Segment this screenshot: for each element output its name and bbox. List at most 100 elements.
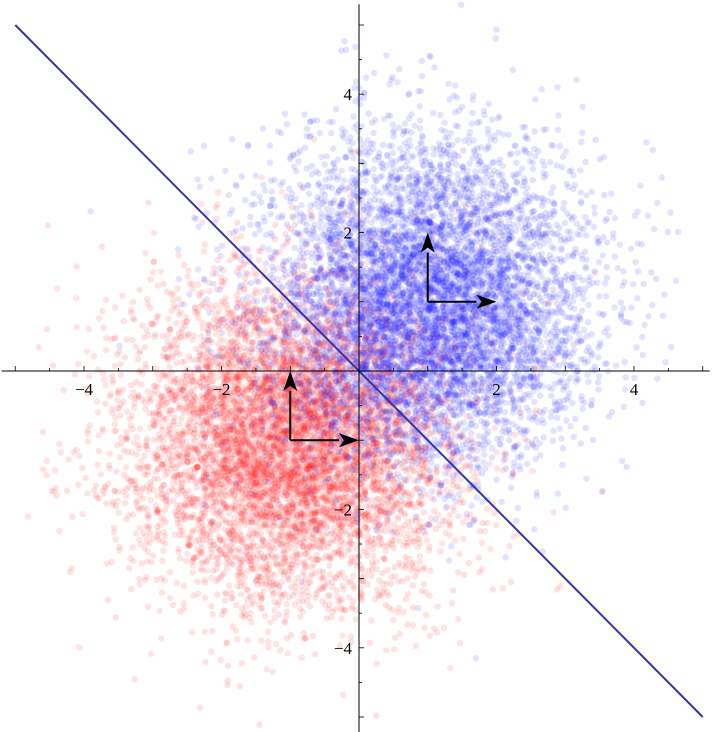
data-point [212, 425, 219, 432]
data-point [219, 431, 226, 438]
data-point [201, 492, 208, 499]
data-point [320, 492, 328, 500]
data-point [153, 365, 160, 372]
data-point [254, 395, 261, 403]
data-point [460, 434, 467, 442]
data-point [122, 464, 130, 471]
data-point [335, 240, 342, 248]
data-point [329, 462, 337, 469]
data-point [147, 497, 154, 504]
data-point [283, 601, 290, 608]
data-point [283, 445, 290, 453]
data-point [412, 642, 419, 649]
data-point [532, 410, 539, 417]
data-point [198, 342, 205, 349]
data-point [198, 559, 205, 567]
data-point [177, 309, 185, 316]
data-point [370, 408, 377, 415]
data-point [117, 412, 124, 419]
data-point [378, 479, 385, 486]
data-point [442, 517, 449, 524]
data-point [280, 547, 287, 554]
data-point [217, 353, 224, 360]
data-point [129, 425, 136, 433]
data-point [493, 465, 501, 472]
data-point [323, 419, 331, 426]
data-point [248, 443, 255, 450]
data-point [258, 423, 265, 430]
data-point [385, 592, 392, 600]
data-point [264, 402, 271, 409]
data-point [180, 582, 188, 590]
data-point [210, 481, 217, 489]
data-point [292, 457, 300, 464]
data-point [387, 497, 395, 504]
data-point [224, 452, 231, 459]
data-point [224, 305, 231, 312]
data-point [214, 189, 222, 196]
data-point [123, 428, 130, 435]
data-point [304, 401, 311, 408]
data-point [161, 507, 168, 514]
data-point [309, 364, 317, 371]
data-point [278, 593, 285, 600]
data-point [383, 516, 391, 524]
data-point [173, 375, 180, 383]
data-point [260, 588, 267, 595]
data-point [114, 405, 122, 412]
data-point [226, 325, 233, 333]
data-point [450, 507, 458, 514]
data-point [265, 644, 272, 651]
data-point [269, 544, 277, 551]
data-point [309, 472, 316, 479]
data-point [98, 243, 106, 250]
data-point [218, 490, 225, 497]
data-point [418, 397, 425, 404]
data-point [161, 346, 169, 353]
data-point [300, 537, 307, 544]
data-point [241, 453, 248, 460]
data-point [288, 583, 295, 591]
data-point [218, 274, 225, 281]
data-point [422, 611, 430, 619]
data-point [215, 319, 223, 326]
data-point [240, 517, 248, 525]
data-point [160, 529, 167, 536]
data-point [326, 592, 333, 600]
data-point [300, 425, 307, 432]
data-point [138, 505, 145, 512]
data-point [237, 548, 244, 556]
data-point [363, 341, 370, 349]
data-point [198, 549, 205, 556]
data-point [210, 429, 217, 436]
data-point [535, 363, 542, 371]
data-point [373, 660, 381, 667]
data-point [197, 351, 205, 358]
data-point [309, 389, 316, 396]
data-point [298, 377, 305, 384]
data-point [323, 345, 330, 352]
data-point [269, 485, 277, 493]
data-point [190, 555, 197, 562]
data-point [417, 540, 424, 547]
data-point [291, 522, 298, 529]
data-point [448, 489, 455, 496]
data-point [95, 447, 103, 455]
data-point [191, 430, 198, 437]
data-point [96, 315, 103, 322]
data-point [223, 483, 230, 490]
data-point [350, 501, 357, 508]
data-point [162, 447, 169, 454]
data-point [210, 456, 217, 464]
data-point [268, 406, 276, 413]
data-point [240, 398, 247, 406]
data-point [152, 468, 160, 475]
data-point [461, 571, 468, 578]
data-point [203, 532, 210, 539]
data-point [208, 603, 215, 610]
data-point [424, 423, 432, 430]
data-point [207, 403, 214, 410]
data-point [57, 449, 64, 456]
data-point [142, 250, 149, 257]
